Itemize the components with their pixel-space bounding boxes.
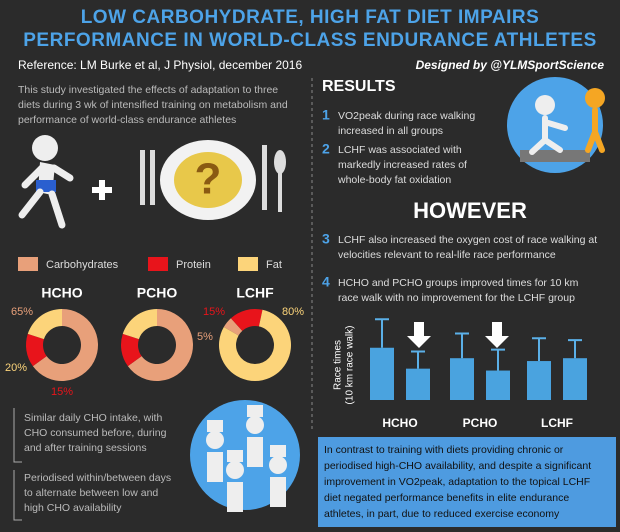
results-title: RESULTS	[322, 78, 396, 95]
plus-sign	[92, 180, 112, 200]
error-bar	[411, 350, 425, 369]
item-number: 4	[322, 274, 330, 290]
pie-title: LCHF	[236, 285, 274, 301]
pie-segment	[32, 309, 98, 381]
pie-title: PCHO	[137, 285, 178, 301]
conclusion-line: improvement in VO2peak, adaptation to th…	[324, 476, 590, 488]
x-tick-label: LCHF	[541, 416, 573, 430]
pie-segment	[26, 333, 47, 367]
note-line: Similar daily CHO intake, with	[24, 412, 162, 424]
pie-value-label: 20%	[5, 362, 27, 374]
legend-label: Carbohydrates	[46, 259, 119, 271]
title-line: performance in world-class endurance ath…	[23, 30, 597, 51]
chefs-figure	[190, 400, 300, 512]
pie-segment	[27, 309, 63, 340]
bar	[563, 358, 587, 400]
item-line: markedly increased rates of	[338, 159, 467, 171]
pie-value-label: 5%	[197, 331, 213, 343]
error-bar	[455, 332, 469, 359]
improvement-arrows	[407, 322, 509, 348]
pie-title: HCHO	[41, 285, 82, 301]
title-line: Low carbohydrate, high fat diet impairs	[81, 7, 540, 28]
pie-value-label: 80%	[282, 306, 304, 318]
credit: Designed by @YLMSportScience	[416, 58, 605, 72]
bar	[527, 361, 551, 400]
pie-value-label: 15%	[203, 306, 225, 318]
svg-text:?: ?	[195, 155, 222, 204]
error-bar	[568, 339, 582, 359]
pie-segment	[120, 333, 142, 367]
item-line: whole-body fat oxidation	[337, 174, 451, 186]
legend-swatch	[18, 257, 38, 271]
error-bar	[532, 337, 546, 362]
bar	[486, 370, 510, 400]
item-line: velocities relevant to real-life race pe…	[338, 249, 556, 261]
legend-swatch	[238, 257, 258, 271]
item-number: 3	[322, 231, 330, 247]
item-line: HCHO and PCHO groups improved times for …	[338, 277, 579, 289]
item-number: 2	[322, 141, 330, 157]
note-line: and after training sessions	[24, 442, 147, 454]
legend-label: Protein	[176, 259, 211, 271]
runner-figure	[18, 135, 74, 229]
pie-value-label: 15%	[51, 386, 73, 398]
legend-label: Fat	[266, 259, 282, 271]
note-line: to alternate between low and	[24, 487, 158, 499]
conclusion-line: In contrast to training with diets provi…	[324, 444, 564, 456]
pie-segment	[219, 309, 291, 381]
item-line: LCHF also increased the oxygen cost of r…	[338, 234, 597, 246]
pie-segment	[122, 309, 157, 340]
item-line: race walk with no improvement for the LC…	[338, 292, 575, 304]
y-axis-label: Race times	[333, 340, 344, 390]
intro-line: diets during 3 wk of intensified trainin…	[18, 99, 288, 111]
x-tick-label: HCHO	[382, 416, 417, 430]
bar	[450, 358, 474, 400]
x-tick-label: PCHO	[463, 416, 498, 430]
conclusion-line: athletes, in part, due to reduced exerci…	[324, 508, 560, 520]
however: HOWEVER	[413, 198, 527, 223]
bar	[370, 347, 394, 400]
conclusion-line: periodised high-CHO availability, and de…	[324, 460, 591, 472]
note-line: Periodised within/between days	[24, 472, 171, 484]
walker-figure	[507, 77, 605, 173]
legend-swatch	[148, 257, 168, 271]
item-number: 1	[322, 107, 330, 123]
pie-segment	[230, 309, 263, 331]
pie-segment	[223, 318, 243, 336]
error-bar	[375, 318, 389, 348]
note-brackets	[13, 408, 22, 521]
item-line: VO2peak during race walking	[338, 110, 475, 122]
intro-line: performance of world-class endurance ath…	[18, 114, 236, 126]
item-line: LCHF was associated with	[338, 144, 462, 156]
item-line: increased in all groups	[338, 125, 443, 137]
conclusion-box	[318, 437, 616, 527]
intro-line: This study investigated the effects of a…	[18, 84, 278, 96]
error-bar	[491, 348, 505, 371]
note-line: high CHO availability	[24, 502, 122, 514]
plate-figure: ?	[140, 140, 286, 220]
conclusion-line: diet negated performance benefits in eli…	[324, 492, 569, 504]
pie-value-label: 65%	[11, 306, 33, 318]
note-line: CHO consumed before, during	[24, 427, 167, 439]
reference: Reference: LM Burke et al, J Physiol, de…	[18, 58, 302, 72]
pie-segment	[127, 309, 193, 381]
y-axis-label: (10 km race walk)	[345, 326, 356, 405]
bar	[406, 368, 430, 400]
